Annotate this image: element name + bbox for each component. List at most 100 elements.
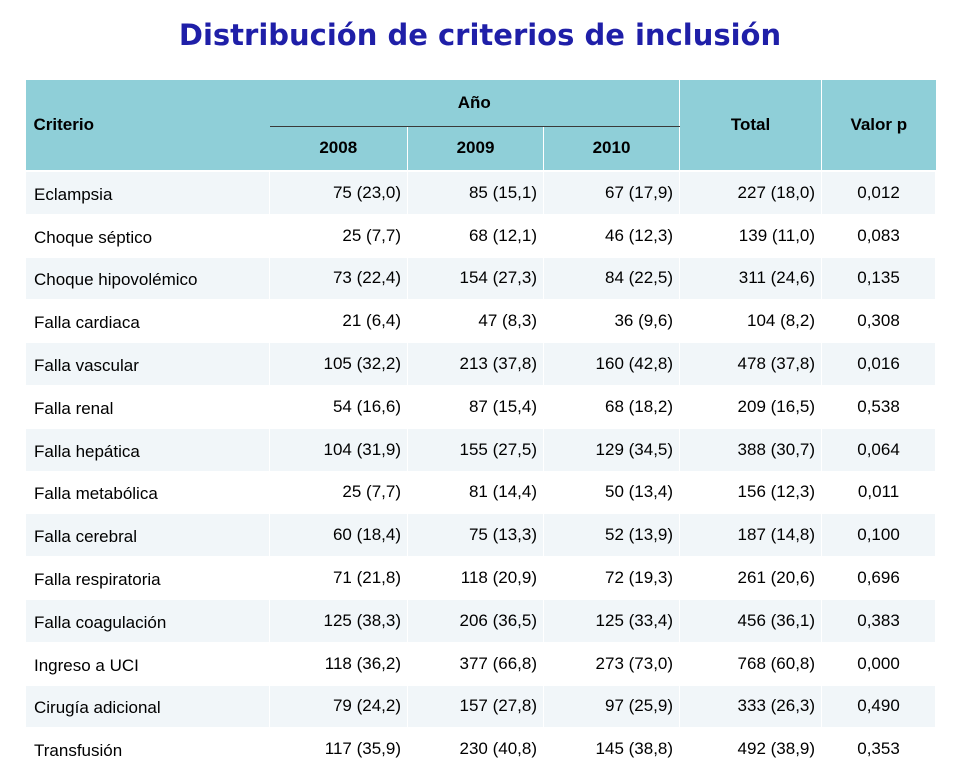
cell-criterio: Ingreso a UCI [25, 641, 270, 686]
table-row: Falla renal 54 (16,6) 87 (15,4) 68 (18,2) 20… [25, 384, 937, 429]
cell-2009: 118 (20,9) [407, 556, 544, 600]
header-criterio: Criterio [25, 80, 270, 172]
cell-2010: 72 (19,3) [542, 556, 681, 600]
cell-criterio: Falla hepática [25, 427, 270, 472]
cell-2010: 84 (22,5) [542, 256, 681, 301]
table-row: Eclampsia 75 (23,0) 85 (15,1) 67 (17,9) 227 … [25, 170, 937, 215]
cell-2009: 213 (37,8) [407, 342, 544, 386]
header-year-2009: 2009 [407, 126, 544, 172]
cell-2008: 117 (35,9) [269, 727, 408, 771]
cell-criterio: Cirugía adicional [25, 684, 270, 729]
cell-2010: 68 (18,2) [542, 384, 681, 429]
cell-criterio: Falla respiratoria [25, 556, 270, 600]
cell-criterio: Falla cardiaca [25, 299, 270, 344]
cell-criterio: Falla cerebral [25, 513, 270, 558]
cell-total: 388 (30,7) [679, 427, 823, 472]
table-row: Transfusión 117 (35,9) 230 (40,8) 145 (38,8… [25, 727, 937, 771]
cell-2010: 97 (25,9) [542, 684, 681, 729]
cell-2009: 377 (66,8) [407, 641, 544, 686]
cell-2009: 206 (36,5) [407, 598, 544, 643]
cell-valor-p: 0,135 [821, 256, 937, 301]
cell-2010: 125 (33,4) [542, 598, 681, 643]
cell-criterio: Eclampsia [25, 170, 270, 215]
cell-2010: 67 (17,9) [542, 170, 681, 215]
table-row: Ingreso a UCI 118 (36,2) 377 (66,8) 273 (73… [25, 641, 937, 686]
cell-valor-p: 0,100 [821, 513, 937, 558]
cell-criterio: Falla renal [25, 384, 270, 429]
cell-valor-p: 0,490 [821, 684, 937, 729]
cell-2009: 47 (8,3) [407, 299, 544, 344]
cell-2009: 75 (13,3) [407, 513, 544, 558]
table-row: Falla vascular 105 (32,2) 213 (37,8) 160 (4… [25, 342, 937, 386]
cell-valor-p: 0,083 [821, 213, 937, 258]
cell-valor-p: 0,308 [821, 299, 937, 344]
table-row: Choque hipovolémico 73 (22,4) 154 (27,3) 84… [25, 256, 937, 301]
header-year-2010: 2010 [542, 126, 680, 172]
cell-2008: 118 (36,2) [269, 641, 408, 686]
cell-2008: 79 (24,2) [269, 684, 408, 729]
cell-2010: 50 (13,4) [542, 470, 681, 515]
cell-2010: 160 (42,8) [542, 342, 681, 386]
cell-valor-p: 0,016 [821, 342, 937, 386]
table-row: Falla respiratoria 71 (21,8) 118 (20,9) 72 … [25, 556, 937, 600]
table-row: Falla coagulación 125 (38,3) 206 (36,5) 125… [25, 598, 937, 643]
table-row: Falla cerebral 60 (18,4) 75 (13,3) 52 (13,9… [25, 513, 937, 558]
page-title: Distribución de criterios de inclusión [178, 18, 782, 52]
cell-2008: 25 (7,7) [269, 213, 408, 258]
cell-2010: 46 (12,3) [542, 213, 681, 258]
cell-criterio: Choque hipovolémico [25, 256, 270, 301]
cell-2008: 125 (38,3) [269, 598, 408, 643]
table-row: Cirugía adicional 79 (24,2) 157 (27,8) 97 (… [25, 684, 937, 729]
cell-2010: 52 (13,9) [542, 513, 681, 558]
cell-2009: 81 (14,4) [407, 470, 544, 515]
cell-total: 311 (24,6) [679, 256, 823, 301]
cell-total: 768 (60,8) [679, 641, 823, 686]
cell-criterio: Falla metabólica [25, 470, 270, 515]
cell-total: 333 (26,3) [679, 684, 823, 729]
cell-total: 104 (8,2) [679, 299, 823, 344]
cell-valor-p: 0,538 [821, 384, 937, 429]
cell-criterio: Transfusión [25, 727, 270, 771]
cell-2009: 85 (15,1) [407, 170, 544, 215]
table-row: Falla cardiaca 21 (6,4) 47 (8,3) 36 (9,6) 10… [25, 299, 937, 344]
cell-total: 156 (12,3) [679, 470, 823, 515]
cell-total: 478 (37,8) [679, 342, 823, 386]
cell-valor-p: 0,000 [821, 641, 937, 686]
cell-valor-p: 0,012 [821, 170, 937, 215]
cell-2009: 230 (40,8) [407, 727, 544, 771]
cell-criterio: Falla coagulación [25, 598, 270, 643]
cell-2009: 154 (27,3) [407, 256, 544, 301]
cell-2009: 155 (27,5) [407, 427, 544, 472]
header-year-2008: 2008 [269, 126, 408, 172]
cell-total: 492 (38,9) [679, 727, 823, 771]
header-anio: Año [269, 80, 680, 127]
cell-total: 187 (14,8) [679, 513, 823, 558]
cell-valor-p: 0,696 [821, 556, 937, 600]
table-row: Falla metabólica 25 (7,7) 81 (14,4) 50 (13,… [25, 470, 937, 515]
cell-total: 227 (18,0) [679, 170, 823, 215]
cell-2008: 73 (22,4) [269, 256, 408, 301]
cell-valor-p: 0,383 [821, 598, 937, 643]
cell-criterio: Choque séptico [25, 213, 270, 258]
cell-criterio: Falla vascular [25, 342, 270, 386]
cell-2009: 157 (27,8) [407, 684, 544, 729]
cell-2008: 104 (31,9) [269, 427, 408, 472]
criteria-table: Criterio Año Total Valor p 2008 2009 201… [25, 80, 937, 771]
cell-2008: 71 (21,8) [269, 556, 408, 600]
cell-2008: 25 (7,7) [269, 470, 408, 515]
table-row: Choque séptico 25 (7,7) 68 (12,1) 46 (12,3)… [25, 213, 937, 258]
cell-2009: 87 (15,4) [407, 384, 544, 429]
cell-2010: 273 (73,0) [542, 641, 681, 686]
cell-valor-p: 0,353 [821, 727, 937, 771]
table-row: Falla hepática 104 (31,9) 155 (27,5) 129 (3… [25, 427, 937, 472]
cell-2010: 145 (38,8) [542, 727, 681, 771]
cell-valor-p: 0,064 [821, 427, 937, 472]
cell-2010: 129 (34,5) [542, 427, 681, 472]
cell-total: 456 (36,1) [679, 598, 823, 643]
cell-total: 209 (16,5) [679, 384, 823, 429]
table-header: Criterio Año Total Valor p 2008 2009 201… [25, 80, 936, 172]
cell-valor-p: 0,011 [821, 470, 937, 515]
header-total: Total [679, 80, 822, 172]
header-valor-p: Valor p [821, 80, 936, 172]
table-body: Eclampsia 75 (23,0) 85 (15,1) 67 (17,9) 227 … [25, 170, 937, 771]
